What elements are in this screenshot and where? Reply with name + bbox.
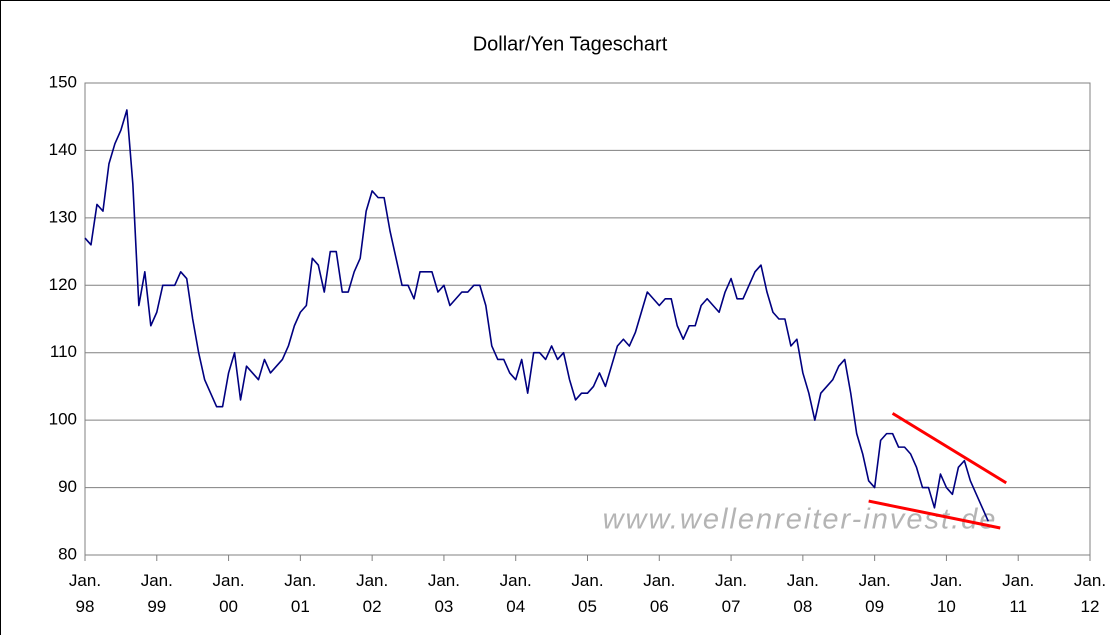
- y-tick-label: 90: [58, 477, 77, 496]
- x-tick-label: Jan. 08: [786, 571, 819, 616]
- y-tick-label: 150: [49, 72, 77, 91]
- x-tick-label: Jan. 10: [930, 571, 963, 616]
- y-tick-label: 80: [58, 544, 77, 563]
- y-tick-label: 140: [49, 140, 77, 159]
- chart-title: Dollar/Yen Tageschart: [473, 33, 668, 55]
- y-tick-label: 110: [50, 342, 77, 361]
- x-tick-label: Jan. 04: [499, 571, 532, 616]
- y-tick-label: 100: [49, 410, 77, 429]
- x-tick-label: Jan. 01: [284, 571, 317, 616]
- data-line: [84, 109, 990, 522]
- trend-line: [891, 412, 1008, 485]
- x-tick-label: Jan. 02: [356, 571, 389, 616]
- x-tick-label: Jan. 98: [68, 571, 102, 616]
- x-tick-label: Jan. 00: [212, 571, 245, 616]
- x-tick-label: Jan. 09: [858, 571, 891, 616]
- y-tick-label: 130: [49, 207, 77, 226]
- x-tick-label: Jan. 12: [1073, 571, 1107, 616]
- y-tick-label: 120: [49, 275, 77, 294]
- x-tick-label: Jan. 07: [714, 571, 748, 616]
- x-tick-label: Jan. 06: [643, 571, 676, 616]
- x-tick-label: Jan. 05: [571, 571, 604, 616]
- x-tick-label: Jan. 11: [1002, 571, 1035, 616]
- watermark: www.wellenreiter-invest.de: [603, 504, 998, 536]
- x-tick-label: Jan. 03: [427, 571, 460, 616]
- trend-line: [868, 499, 1001, 530]
- x-tick-label: Jan. 99: [140, 571, 173, 616]
